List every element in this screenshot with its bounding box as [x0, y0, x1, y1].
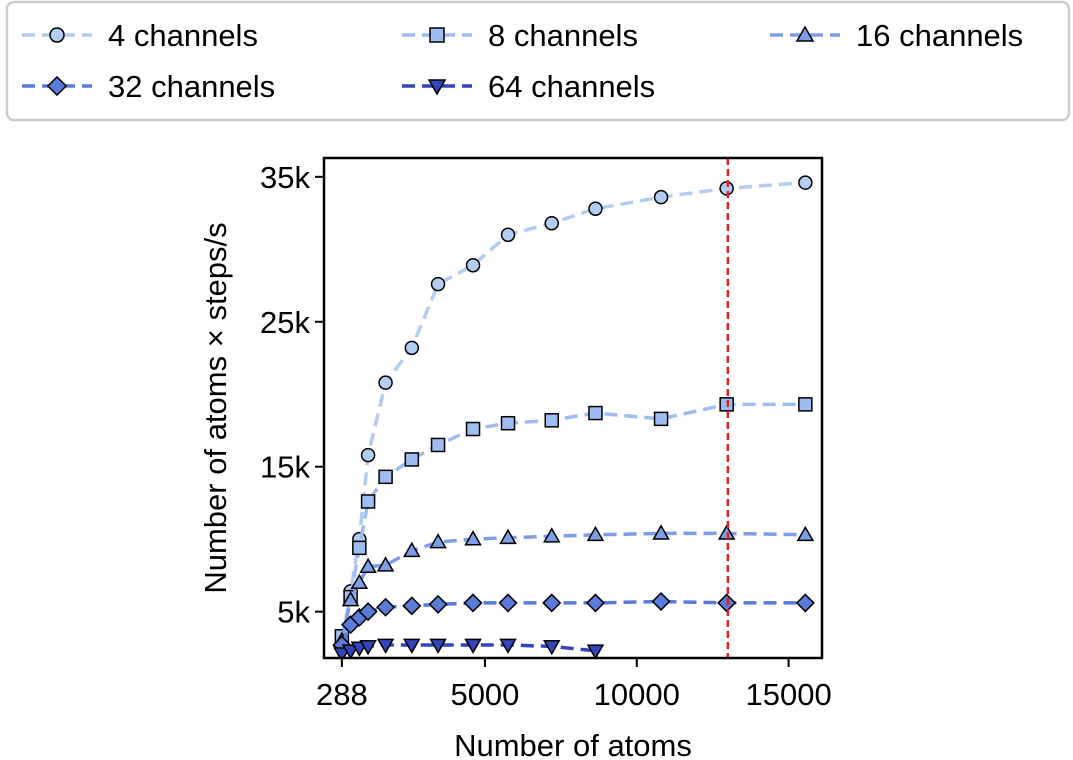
legend-marker — [795, 25, 815, 42]
series-1 — [334, 175, 813, 651]
data-point — [542, 527, 561, 543]
data-point — [588, 405, 603, 421]
series-layer — [332, 175, 815, 658]
data-point — [378, 469, 393, 485]
legend-entry: 8 channels — [402, 18, 638, 53]
x-tick-label: 15000 — [745, 677, 831, 712]
data-point — [652, 524, 670, 540]
data-point — [360, 447, 376, 463]
series-3 — [333, 524, 815, 647]
data-point — [378, 375, 393, 390]
data-point — [542, 593, 562, 613]
y-tick-label: 35k — [260, 160, 310, 195]
data-point — [588, 201, 603, 216]
data-point — [465, 421, 481, 437]
data-point — [653, 189, 669, 205]
data-point — [358, 602, 378, 622]
legend-label: 32 channels — [108, 69, 275, 104]
data-point — [402, 596, 422, 616]
data-point — [500, 227, 516, 243]
plot-frame — [322, 156, 824, 660]
series-line — [340, 180, 806, 644]
series-line — [340, 599, 806, 646]
data-point — [463, 593, 483, 613]
data-point — [464, 530, 482, 546]
legend-entry: 4 channels — [22, 18, 258, 53]
data-point — [499, 528, 517, 545]
data-point — [376, 638, 395, 654]
data-point — [404, 452, 420, 467]
data-point — [798, 397, 813, 412]
data-point — [430, 276, 446, 292]
data-point — [585, 593, 605, 613]
data-point — [544, 413, 559, 428]
data-point — [403, 638, 421, 654]
data-point — [586, 525, 605, 542]
legend-entry: 16 channels — [770, 18, 1023, 53]
data-point — [376, 556, 395, 572]
data-point — [499, 638, 517, 654]
data-point — [404, 340, 420, 356]
legend-entry: 32 channels — [22, 69, 275, 104]
data-point — [653, 411, 669, 427]
x-tick-label: 5000 — [450, 677, 519, 712]
data-point — [798, 175, 813, 190]
legend-label: 4 channels — [108, 18, 258, 53]
series-5 — [333, 638, 605, 658]
data-point — [429, 638, 447, 654]
legend-marker — [427, 79, 447, 96]
y-axis-label: Number of atoms × steps/s — [198, 222, 233, 593]
data-point — [341, 644, 360, 658]
data-point — [651, 591, 671, 611]
data-point — [498, 593, 518, 613]
x-tick-label: 10000 — [594, 677, 680, 712]
data-point — [403, 541, 421, 558]
legend-marker — [49, 27, 65, 43]
data-point — [428, 594, 448, 614]
data-point — [341, 591, 360, 607]
data-point — [429, 533, 447, 549]
data-point — [586, 644, 605, 658]
data-point — [359, 557, 377, 574]
legend-entry: 64 channels — [402, 69, 655, 104]
legend-label: 64 channels — [488, 69, 655, 104]
data-point — [796, 525, 815, 542]
data-point — [352, 540, 367, 556]
legend-marker — [46, 75, 68, 97]
y-tick-label: 5k — [277, 595, 310, 630]
data-point — [350, 573, 369, 589]
series-line — [340, 402, 806, 637]
data-point — [464, 638, 482, 654]
data-point — [465, 257, 481, 273]
data-point — [359, 640, 377, 656]
data-point — [795, 593, 815, 613]
legend: 4 channels 8 channels 16 channels 32 channe… — [5, 0, 1071, 122]
legend-label: 8 channels — [488, 18, 638, 53]
legend-label: 16 channels — [856, 18, 1023, 53]
data-point — [430, 437, 446, 453]
data-point — [542, 640, 561, 656]
x-tick-label: 288 — [316, 677, 368, 712]
data-point — [500, 415, 516, 431]
data-point — [360, 494, 376, 509]
y-tick-label: 15k — [260, 450, 310, 485]
y-tick-label: 25k — [260, 305, 310, 340]
legend-marker — [429, 27, 445, 43]
data-point — [376, 597, 396, 617]
data-point — [544, 215, 559, 231]
x-axis-label: Number of atoms — [454, 728, 692, 760]
series-4 — [332, 591, 815, 655]
axes-layer: 288 5000 10000 15000 5k 15k 25k 35k — [260, 160, 832, 712]
